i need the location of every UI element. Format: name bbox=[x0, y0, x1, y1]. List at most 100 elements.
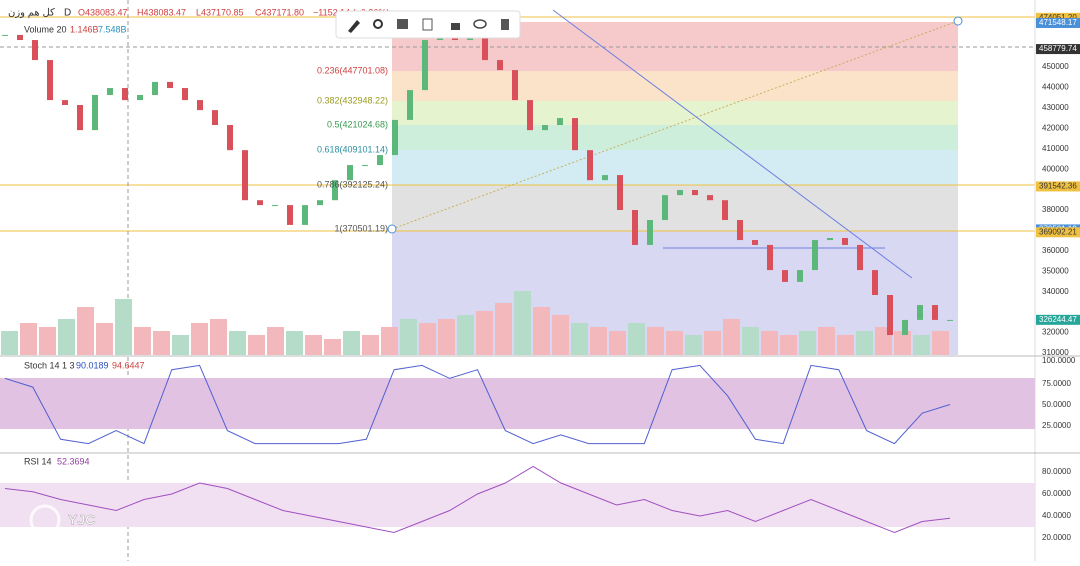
candle bbox=[377, 155, 383, 166]
eye-icon[interactable] bbox=[473, 19, 487, 29]
price-badge bbox=[1036, 227, 1080, 238]
volume-bar bbox=[305, 335, 322, 355]
candle bbox=[797, 270, 803, 282]
volume-bar bbox=[438, 319, 455, 355]
watermark-logo bbox=[29, 504, 61, 536]
lock-icon[interactable] bbox=[451, 23, 460, 30]
trend-line bbox=[552, 9, 913, 279]
price-badge bbox=[1036, 44, 1080, 55]
volume-bar bbox=[761, 331, 778, 355]
candle bbox=[62, 100, 68, 105]
volume-bar bbox=[495, 303, 512, 355]
high: H438083.47 bbox=[137, 7, 186, 17]
volume-bar bbox=[153, 331, 170, 355]
candle bbox=[677, 189, 683, 196]
handle[interactable] bbox=[953, 16, 963, 26]
rsi-tick: 20.0000 bbox=[1042, 533, 1071, 542]
candle bbox=[92, 94, 98, 131]
price-badge-label: 471548.17 bbox=[1039, 18, 1077, 27]
color-icon[interactable] bbox=[397, 19, 408, 29]
price-tick: 400000 bbox=[1042, 164, 1069, 173]
open: O438083.47 bbox=[78, 7, 128, 17]
candle bbox=[632, 210, 638, 245]
candle bbox=[782, 270, 788, 282]
candle bbox=[737, 220, 743, 241]
low: L437170.85 bbox=[196, 7, 244, 17]
volume-bar bbox=[77, 307, 94, 355]
pencil-icon[interactable] bbox=[348, 20, 360, 33]
volume-bar bbox=[666, 331, 683, 355]
fib-label: 0.618(409101.14) bbox=[317, 144, 388, 154]
candle bbox=[17, 34, 23, 41]
candle bbox=[272, 205, 278, 207]
volume-label: Volume 20 bbox=[24, 24, 67, 34]
price-tick: 380000 bbox=[1042, 205, 1069, 214]
candle bbox=[842, 237, 848, 245]
volume-bar bbox=[324, 339, 341, 355]
price-badge-label: 391542.36 bbox=[1039, 182, 1077, 191]
rsi-tick: 40.0000 bbox=[1042, 511, 1071, 520]
fib-band bbox=[392, 101, 958, 125]
volume-bar bbox=[856, 331, 873, 355]
fib-label: 0.236(447701.08) bbox=[317, 65, 388, 75]
candle bbox=[287, 205, 293, 225]
candle bbox=[662, 195, 668, 221]
candle bbox=[887, 294, 893, 336]
volume-bar bbox=[115, 299, 132, 355]
volume-bar bbox=[818, 327, 835, 355]
price-tick: 360000 bbox=[1042, 246, 1069, 255]
price-badge-label: 369092.21 bbox=[1039, 227, 1077, 236]
trash-icon[interactable] bbox=[501, 19, 509, 30]
price-badge-label: 474051.20 bbox=[1039, 13, 1077, 22]
candle bbox=[122, 88, 128, 101]
candle bbox=[902, 319, 908, 336]
fib-label: 0.5(421024.68) bbox=[327, 119, 388, 129]
candle bbox=[617, 175, 623, 211]
candle bbox=[722, 200, 728, 221]
rsi-label: RSI 14 bbox=[24, 456, 52, 466]
settings-icon[interactable] bbox=[373, 19, 383, 29]
candle bbox=[47, 60, 53, 101]
price-badge bbox=[1036, 17, 1080, 28]
volume-bar bbox=[267, 327, 284, 355]
fib-label: 0.786(392125.24) bbox=[317, 179, 388, 189]
volume-bar bbox=[248, 335, 265, 355]
volume-bar bbox=[1, 331, 18, 355]
fib-label: 1(370501.19) bbox=[334, 223, 388, 233]
price-tick: 310000 bbox=[1042, 348, 1069, 357]
volume-bar bbox=[96, 323, 113, 355]
candle bbox=[512, 70, 518, 101]
interval: D bbox=[64, 8, 71, 19]
volume-bar bbox=[571, 323, 588, 355]
volume-bar bbox=[210, 319, 227, 355]
fib-band bbox=[392, 71, 958, 101]
toolbar bbox=[335, 10, 521, 39]
rsi-legend: RSI 14 52.3694 80.0000 60.0000 40.0000 2… bbox=[24, 456, 1071, 542]
price-badge bbox=[1036, 12, 1080, 23]
style-icon[interactable] bbox=[422, 18, 433, 31]
handle[interactable] bbox=[387, 224, 397, 234]
candle bbox=[692, 189, 698, 196]
volume-bar bbox=[58, 319, 75, 355]
candle bbox=[812, 240, 818, 271]
stoch-label: Stoch 14 1 3 bbox=[24, 360, 75, 370]
toolbar-bg bbox=[335, 10, 521, 39]
candle bbox=[407, 90, 413, 120]
candle bbox=[587, 150, 593, 181]
stoch-tick: 100.0000 bbox=[1042, 356, 1076, 365]
volume-bar bbox=[172, 335, 189, 355]
fib-trend bbox=[391, 20, 959, 230]
volume-bar bbox=[837, 335, 854, 355]
watermark-text: YJC bbox=[68, 512, 95, 528]
price-tick: 420000 bbox=[1042, 123, 1069, 132]
candle bbox=[257, 200, 263, 206]
candle bbox=[182, 88, 188, 101]
fib-labels: 0.236(447701.08) 0.382(432948.22) 0.5(42… bbox=[317, 65, 388, 233]
candles bbox=[2, 27, 953, 336]
volume-bar bbox=[533, 307, 550, 355]
candle bbox=[77, 104, 83, 131]
candle bbox=[167, 81, 173, 89]
price-badge bbox=[1036, 181, 1080, 192]
candle bbox=[767, 244, 773, 271]
fib-zone bbox=[392, 22, 958, 355]
